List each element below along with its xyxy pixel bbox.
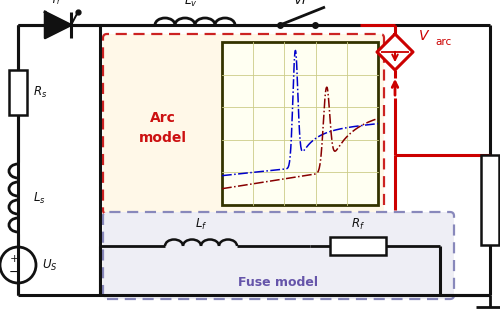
FancyBboxPatch shape <box>103 34 384 214</box>
Text: $V$: $V$ <box>418 29 430 43</box>
Text: Fuse model: Fuse model <box>238 276 318 290</box>
Text: arc: arc <box>435 37 451 47</box>
Text: $R_s$: $R_s$ <box>33 85 48 100</box>
Text: $L_v$: $L_v$ <box>184 0 198 9</box>
Text: $L_s$: $L_s$ <box>33 190 46 206</box>
FancyBboxPatch shape <box>103 212 454 299</box>
Text: $L_f$: $L_f$ <box>195 217 207 232</box>
Bar <box>9 70 27 115</box>
Text: Arc
model: Arc model <box>139 111 187 145</box>
Text: +: + <box>10 254 18 264</box>
Bar <box>222 42 378 205</box>
Text: $VI$: $VI$ <box>293 0 307 7</box>
Polygon shape <box>377 34 413 70</box>
Text: $T_r$: $T_r$ <box>50 0 62 7</box>
Bar <box>481 155 499 245</box>
Polygon shape <box>45 12 71 38</box>
Text: $R_f$: $R_f$ <box>351 217 365 232</box>
Bar <box>330 237 386 255</box>
Text: $-$: $-$ <box>8 264 20 277</box>
Text: $U_S$: $U_S$ <box>42 258 58 272</box>
